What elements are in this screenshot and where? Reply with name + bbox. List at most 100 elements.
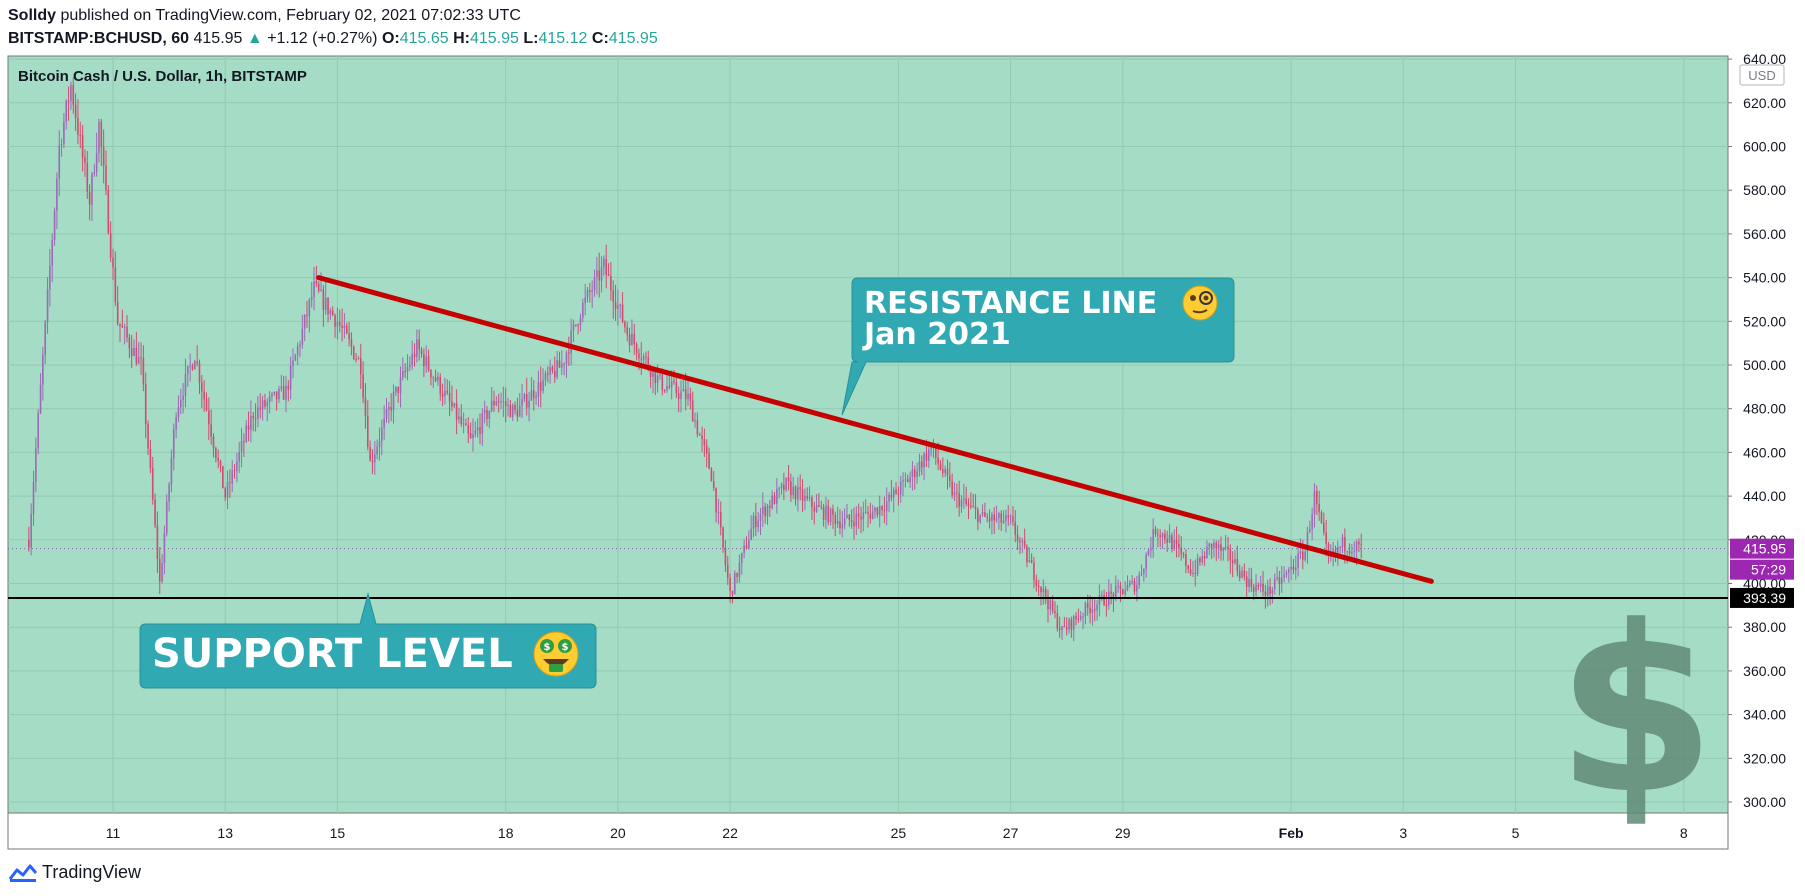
open-label: O:: [381, 30, 400, 47]
candle-body: [147, 424, 149, 449]
candle-body: [1353, 551, 1356, 553]
candle-body: [423, 354, 425, 367]
candle-body: [177, 407, 180, 418]
price-scale-background[interactable]: [1728, 56, 1796, 813]
candle-body: [694, 420, 696, 422]
candle-body: [406, 366, 409, 372]
candle-body: [1124, 590, 1126, 595]
candle-body: [598, 270, 600, 281]
candle-body: [168, 484, 170, 502]
candle-body: [687, 393, 689, 400]
candle-body: [1152, 529, 1154, 548]
candle-body: [1005, 515, 1007, 521]
candle-body: [413, 353, 416, 358]
candle-body: [1143, 568, 1145, 574]
candle-body: [483, 409, 486, 414]
candle-body: [913, 469, 916, 478]
candle-body: [1334, 549, 1337, 553]
x-tick-label: 29: [1115, 825, 1131, 841]
candle-body: [516, 410, 519, 417]
candle-body: [1110, 591, 1112, 594]
candle-body: [56, 178, 58, 211]
candle-body: [416, 339, 418, 358]
candle-body: [769, 505, 771, 508]
candle-body: [1222, 548, 1225, 551]
support-callout[interactable]: [139, 592, 597, 689]
open-value: 415.65: [399, 30, 449, 47]
time-scale-background[interactable]: [7, 812, 1729, 850]
candle-body: [897, 494, 900, 496]
candle-body: [607, 274, 610, 276]
candle-body: [39, 384, 42, 414]
candle-body: [240, 441, 243, 452]
candle-body: [750, 528, 752, 540]
candle-body: [327, 297, 329, 315]
candle-body: [114, 267, 117, 302]
candle-body: [946, 468, 949, 476]
candle-body: [1330, 556, 1332, 558]
candle-body: [1208, 543, 1211, 547]
candle-body: [895, 489, 897, 495]
candle-body: [1091, 609, 1094, 614]
candle-body: [867, 511, 869, 514]
candle-body: [32, 482, 35, 515]
candle-body: [1173, 540, 1176, 550]
candle-body: [1166, 539, 1169, 543]
candle-body: [172, 429, 175, 459]
resistance-callout[interactable]: [841, 277, 1235, 416]
y-tick-label: 600.00: [1743, 139, 1786, 155]
candle-body: [773, 495, 776, 504]
candle-body: [1231, 560, 1234, 564]
candle-body: [572, 324, 575, 331]
candle-body: [570, 330, 572, 354]
candle-body: [479, 427, 481, 434]
candle-body: [605, 258, 608, 275]
author-name[interactable]: Solldy: [8, 7, 57, 24]
candle-body: [1327, 543, 1330, 557]
candle-body: [1318, 504, 1320, 513]
candle-body: [832, 508, 834, 515]
candle-body: [1000, 513, 1003, 523]
x-tick-label: 22: [722, 825, 738, 841]
x-tick-label: 15: [330, 825, 346, 841]
candle-body: [511, 405, 514, 418]
candle-body: [565, 352, 568, 364]
candle-body: [142, 357, 145, 385]
candle-body: [843, 518, 846, 525]
candle-body: [467, 425, 470, 434]
candle-body: [661, 374, 664, 390]
x-tick-label: 18: [498, 825, 514, 841]
candle-body: [313, 281, 315, 298]
tradingview-logo-icon: [8, 864, 38, 883]
candle-body: [303, 315, 306, 329]
candle-body: [1157, 534, 1159, 536]
candle-body: [881, 505, 883, 511]
resistance-trendline[interactable]: [316, 275, 1434, 584]
candle-body: [927, 449, 930, 461]
y-tick-label: 300.00: [1743, 794, 1786, 810]
candle-body: [1103, 595, 1105, 606]
candle-body: [441, 393, 444, 397]
candle-body: [388, 407, 390, 410]
candle-body: [84, 157, 86, 163]
candle-body: [633, 333, 636, 345]
candle-body: [939, 463, 942, 470]
candle-body: [250, 415, 252, 430]
tradingview-footer[interactable]: TradingView: [8, 862, 141, 883]
candle-body: [448, 392, 451, 402]
candle-body: [46, 289, 49, 323]
candle-body: [951, 481, 953, 496]
candle-body: [535, 396, 537, 399]
candle-body: [329, 310, 332, 315]
currency-box[interactable]: [1739, 64, 1785, 86]
candle-body: [236, 461, 238, 471]
candle-body: [359, 358, 362, 375]
candle-body: [918, 461, 921, 472]
candle-body: [1114, 586, 1117, 599]
candle-body: [631, 333, 633, 346]
candle-body: [729, 578, 731, 592]
candle-body: [1217, 544, 1220, 549]
candle-body: [890, 494, 893, 498]
symbol-label[interactable]: BITSTAMP:BCHUSD, 60: [8, 30, 190, 47]
